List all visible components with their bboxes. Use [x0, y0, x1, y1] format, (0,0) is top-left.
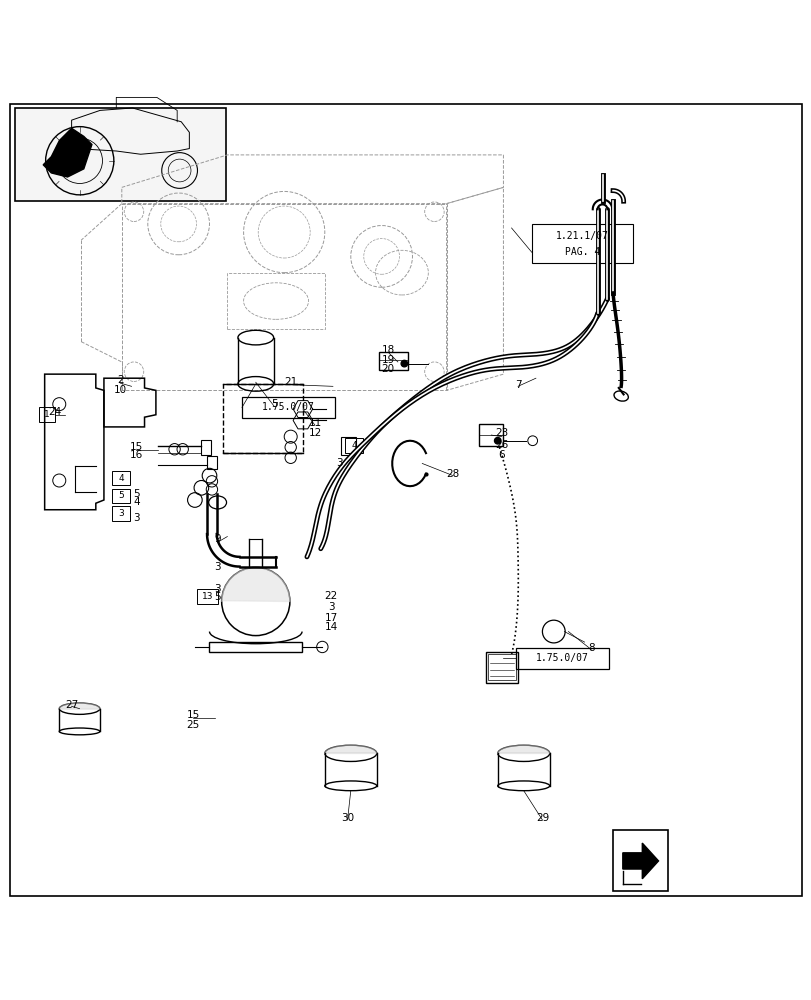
- Text: 6: 6: [498, 450, 504, 460]
- Text: 18: 18: [381, 345, 394, 355]
- Text: 3: 3: [133, 513, 139, 523]
- Text: 15: 15: [187, 710, 200, 720]
- Bar: [15, 108, 225, 201]
- Text: 5: 5: [133, 489, 139, 499]
- Bar: [39, 407, 55, 422]
- Text: 14: 14: [324, 622, 337, 632]
- Text: 10: 10: [114, 385, 127, 395]
- Text: 12: 12: [308, 428, 321, 438]
- Text: 3: 3: [214, 584, 221, 594]
- Polygon shape: [221, 567, 290, 601]
- Bar: [478, 424, 503, 446]
- Polygon shape: [497, 745, 549, 753]
- Bar: [487, 654, 515, 680]
- Bar: [379, 352, 408, 370]
- Text: 1.75.0/07: 1.75.0/07: [262, 402, 315, 412]
- Polygon shape: [324, 745, 376, 753]
- Text: 25: 25: [187, 720, 200, 730]
- Text: 1: 1: [44, 410, 50, 419]
- Bar: [201, 440, 211, 455]
- Text: 1.21.1/07: 1.21.1/07: [556, 231, 608, 241]
- Bar: [207, 456, 217, 469]
- Text: 23: 23: [495, 428, 508, 438]
- Bar: [515, 648, 608, 669]
- Text: 24: 24: [49, 407, 62, 417]
- Text: 26: 26: [495, 440, 508, 450]
- Text: 3: 3: [214, 562, 221, 572]
- Text: 5: 5: [271, 399, 277, 409]
- Bar: [531, 224, 633, 263]
- Text: 3: 3: [336, 458, 342, 468]
- Bar: [227, 273, 324, 329]
- Bar: [345, 438, 363, 453]
- Text: 2: 2: [117, 375, 123, 385]
- Text: 22: 22: [324, 591, 337, 601]
- Bar: [112, 506, 130, 521]
- Text: 7: 7: [514, 380, 521, 390]
- Text: 28: 28: [446, 469, 459, 479]
- Text: 5: 5: [118, 491, 124, 500]
- Text: 3: 3: [118, 509, 124, 518]
- Circle shape: [401, 360, 407, 367]
- Bar: [223, 384, 303, 453]
- Text: 9: 9: [214, 534, 221, 544]
- Bar: [341, 437, 355, 455]
- Circle shape: [494, 437, 500, 444]
- Text: 27: 27: [65, 700, 78, 710]
- Text: PAG. 4: PAG. 4: [564, 247, 599, 257]
- Bar: [485, 652, 517, 683]
- Text: 30: 30: [341, 813, 354, 823]
- Text: 29: 29: [535, 813, 548, 823]
- Text: 17: 17: [324, 613, 337, 623]
- Text: 4: 4: [133, 497, 139, 507]
- Bar: [112, 471, 130, 485]
- Text: 4: 4: [118, 474, 123, 483]
- Text: 13: 13: [202, 592, 213, 601]
- Text: 8: 8: [587, 643, 594, 653]
- Text: 16: 16: [130, 450, 143, 460]
- Text: 11: 11: [308, 418, 321, 428]
- Text: 21: 21: [284, 377, 297, 387]
- Text: 19: 19: [381, 355, 394, 365]
- Polygon shape: [622, 843, 658, 879]
- Bar: [112, 489, 130, 503]
- Text: 1.75.0/07: 1.75.0/07: [535, 653, 588, 663]
- Text: 4: 4: [351, 441, 356, 450]
- Text: 15: 15: [130, 442, 143, 452]
- Bar: [209, 642, 302, 652]
- Text: 5: 5: [214, 592, 221, 602]
- Bar: [197, 589, 218, 604]
- Polygon shape: [43, 128, 92, 177]
- Bar: [612, 830, 667, 891]
- Text: 20: 20: [381, 364, 394, 374]
- Text: 3: 3: [328, 602, 334, 612]
- Bar: [242, 397, 335, 418]
- Polygon shape: [59, 703, 100, 709]
